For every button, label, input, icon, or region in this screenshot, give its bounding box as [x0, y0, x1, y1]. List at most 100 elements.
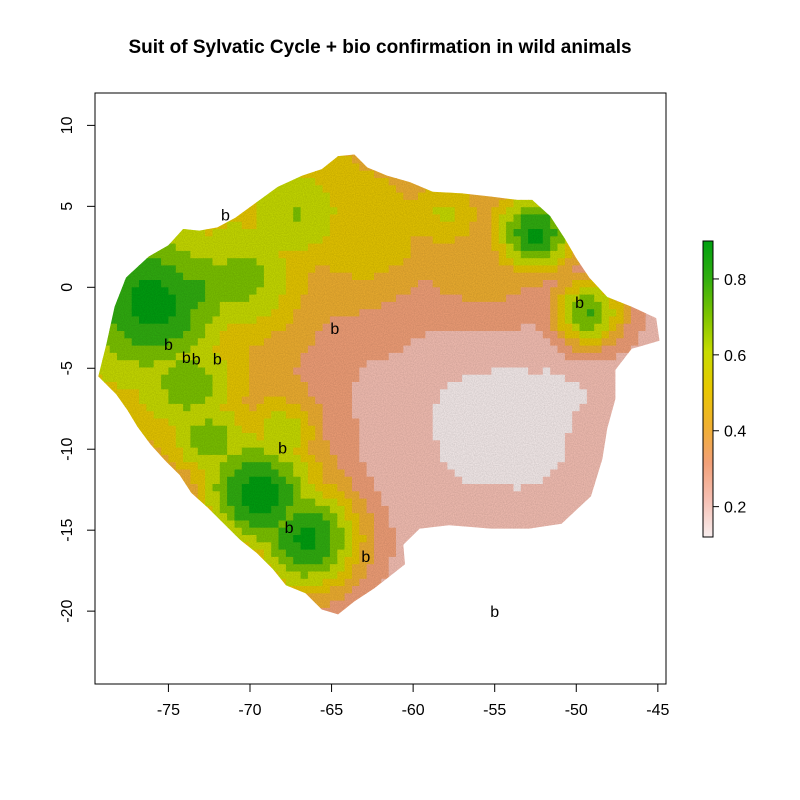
raster-cell [506, 564, 514, 573]
raster-cell [498, 586, 507, 594]
raster-cell [616, 389, 625, 398]
raster-cell [454, 600, 463, 609]
raster-cell [608, 586, 617, 594]
raster-cell [131, 593, 140, 602]
raster-cell [557, 163, 566, 172]
raster-cell [616, 513, 625, 522]
raster-cell [542, 607, 551, 615]
raster-cell [352, 607, 360, 615]
raster-cell [528, 142, 536, 150]
raster-cell [469, 549, 478, 558]
raster-cell [241, 564, 250, 573]
raster-cell [205, 615, 213, 623]
raster-cell [520, 178, 529, 186]
raster-cell [117, 403, 125, 412]
raster-cell [520, 571, 529, 580]
raster-cell [242, 623, 250, 631]
raster-cell [542, 549, 551, 558]
raster-cell [594, 236, 603, 245]
raster-cell [307, 163, 316, 172]
raster-cell [98, 454, 103, 463]
raster-cell [153, 549, 162, 558]
raster-cell [440, 163, 448, 172]
raster-cell [520, 170, 529, 179]
raster-cell [462, 527, 470, 536]
raster-cell [616, 411, 625, 420]
raster-cell [572, 513, 581, 522]
raster-cell [594, 142, 602, 150]
raster-cell [146, 571, 155, 580]
raster-cell [462, 615, 470, 623]
raster-cell [594, 542, 603, 551]
raster-cell [425, 586, 434, 594]
raster-cell [601, 513, 610, 522]
raster-cell [454, 564, 463, 573]
raster-cell [98, 287, 103, 296]
raster-cell [190, 586, 199, 594]
raster-cell [623, 367, 632, 376]
raster-cell [131, 542, 140, 551]
raster-cell [161, 600, 169, 609]
raster-cell [219, 600, 228, 609]
raster-cell [550, 578, 559, 587]
raster-cell [594, 154, 603, 157]
raster-cell [594, 178, 603, 186]
raster-cell [161, 542, 169, 551]
raster-cell [550, 600, 559, 609]
raster-cell [212, 564, 221, 573]
raster-cell [623, 250, 632, 259]
raster-cell [153, 476, 162, 485]
raster-cell [366, 600, 375, 609]
raster-cell [146, 542, 155, 551]
raster-cell [293, 607, 302, 615]
raster-cell [98, 498, 103, 507]
raster-cell [124, 207, 133, 216]
raster-cell [175, 542, 184, 551]
raster-cell [131, 600, 140, 609]
raster-cell [278, 163, 287, 172]
raster-cell [197, 154, 206, 157]
raster-cell [616, 156, 625, 164]
raster-cell [102, 447, 111, 456]
raster-cell [139, 199, 147, 208]
raster-cell [638, 170, 647, 179]
raster-cell [564, 163, 573, 172]
raster-cell [197, 593, 206, 602]
raster-cell [586, 556, 595, 565]
raster-cell [168, 549, 177, 558]
raster-cell [447, 156, 456, 164]
raster-cell [447, 170, 456, 179]
raster-cell [212, 520, 221, 529]
raster-cell [183, 513, 191, 522]
raster-cell [499, 615, 507, 623]
raster-cell [564, 527, 573, 536]
raster-cell [469, 571, 478, 580]
raster-cell [410, 163, 419, 172]
raster-cell [183, 600, 191, 609]
raster-cell [586, 163, 595, 172]
raster-cell [219, 571, 228, 580]
raster-cell [235, 142, 243, 150]
raster-cell [484, 185, 492, 194]
raster-cell [286, 142, 294, 150]
raster-cell [586, 170, 595, 179]
raster-cell [623, 454, 632, 463]
raster-cell [623, 462, 632, 471]
raster-cell [623, 199, 632, 208]
raster-cell [418, 571, 426, 580]
raster-cell [110, 142, 118, 150]
raster-cell [146, 163, 155, 172]
raster-cell [484, 578, 492, 587]
raster-cell [98, 549, 103, 558]
raster-cell [623, 214, 632, 223]
raster-cell [131, 185, 140, 194]
raster-cell [572, 527, 581, 536]
raster-cell [102, 250, 111, 259]
raster-cell [109, 221, 118, 230]
raster-cell [102, 389, 111, 398]
raster-cell [542, 170, 551, 179]
raster-cell [109, 396, 118, 405]
raster-cell [513, 549, 522, 558]
raster-cell [98, 578, 103, 587]
raster-cell [366, 156, 375, 164]
